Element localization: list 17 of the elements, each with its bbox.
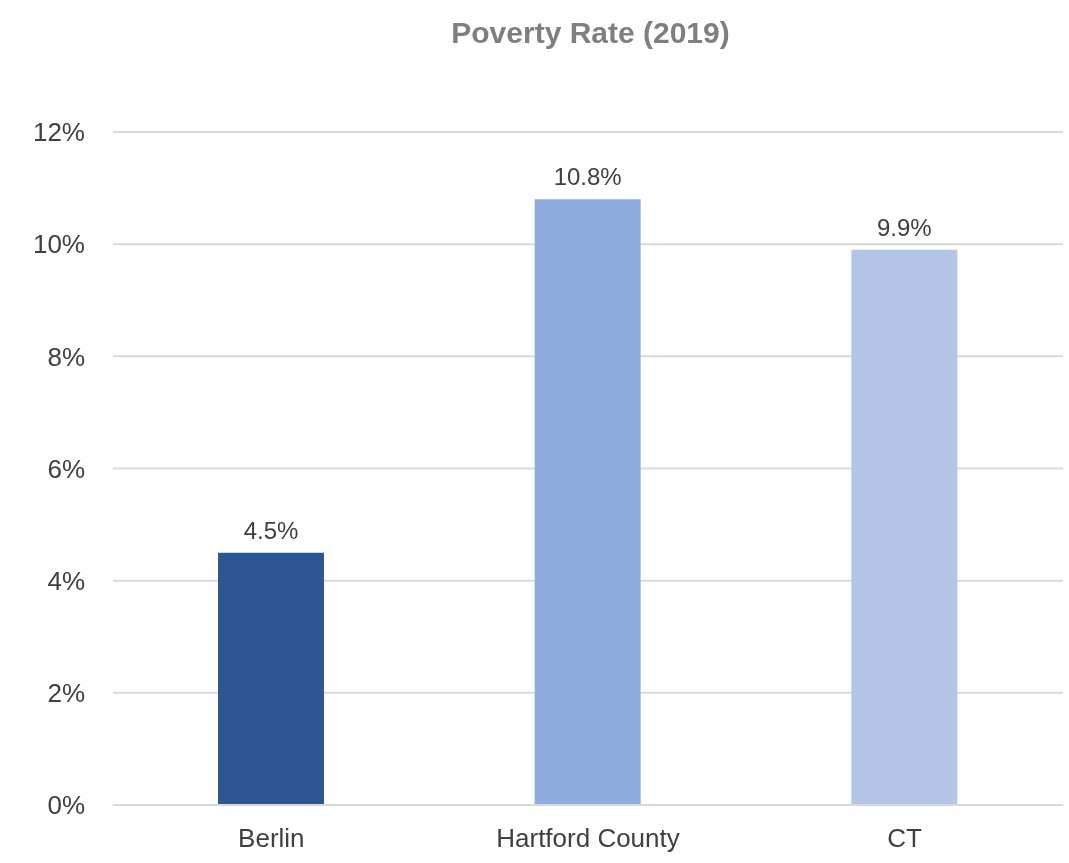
- y-tick-label: 4%: [47, 565, 85, 596]
- chart-title: Poverty Rate (2019): [450, 16, 731, 50]
- data-label: 9.9%: [876, 213, 932, 241]
- data-label: 4.5%: [243, 516, 299, 544]
- x-tick-label: Berlin: [238, 823, 305, 854]
- y-tick-label: 12%: [32, 117, 85, 148]
- bar: [534, 199, 641, 805]
- y-tick-label: 8%: [47, 341, 85, 372]
- y-tick-label: 10%: [32, 229, 85, 260]
- y-tick-label: 6%: [47, 453, 85, 484]
- x-tick-label: CT: [887, 823, 923, 854]
- bar: [218, 552, 324, 805]
- bar: [851, 249, 958, 805]
- data-label: 10.8%: [553, 163, 622, 191]
- y-tick-label: 2%: [47, 678, 85, 709]
- y-tick-label: 0%: [47, 790, 85, 821]
- x-tick-label: Hartford County: [496, 823, 680, 854]
